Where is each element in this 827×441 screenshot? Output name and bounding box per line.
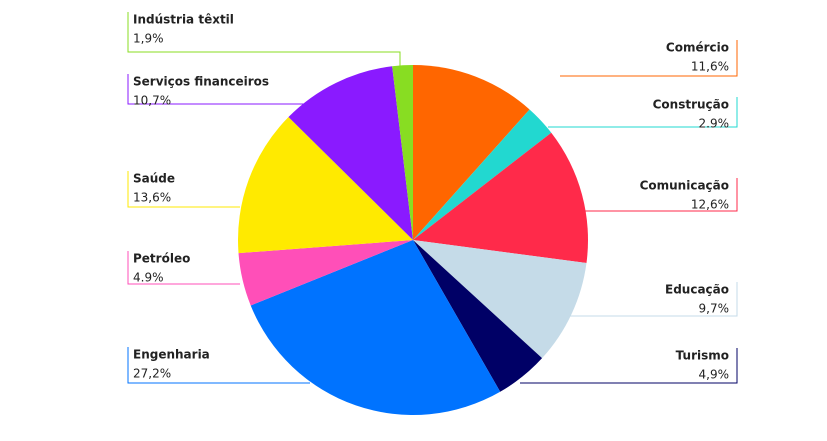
label-name: Indústria têxtil: [133, 13, 234, 27]
label-name: Turismo: [676, 349, 729, 363]
pie-slice: [392, 65, 413, 240]
leader-line: [127, 171, 240, 208]
pie-slice: [413, 240, 587, 359]
leader-line: [560, 40, 738, 77]
label-name: Serviços financeiros: [133, 75, 269, 89]
label-name: Construção: [653, 98, 729, 112]
label-name: Petróleo: [133, 252, 190, 266]
label-value: 27,2%: [133, 367, 171, 381]
label-value: 2.9%: [699, 117, 730, 131]
pie-slice: [413, 132, 588, 264]
leader-line: [127, 74, 320, 105]
label-value: 9,7%: [699, 302, 730, 316]
label-value: 1,9%: [133, 32, 164, 46]
leader-line: [127, 12, 401, 66]
pie-slice: [238, 240, 413, 306]
label-value: 13,6%: [133, 191, 171, 205]
pie-slice: [288, 66, 413, 240]
label-value: 12,6%: [691, 198, 729, 212]
pie-slice: [413, 240, 543, 392]
leader-line: [548, 97, 738, 128]
label-value: 11,6%: [691, 60, 729, 74]
pie-slice: [238, 117, 413, 254]
pie-slice: [413, 109, 552, 240]
label-name: Saúde: [133, 172, 175, 186]
leader-line: [585, 178, 738, 212]
label-value: 4,9%: [699, 368, 730, 382]
leader-line: [127, 347, 310, 384]
pie-slice: [413, 65, 530, 240]
leader-line: [520, 348, 738, 384]
label-name: Comunicação: [640, 179, 729, 193]
label-name: Comércio: [666, 41, 729, 55]
label-name: Engenharia: [133, 348, 210, 362]
leader-line: [127, 251, 240, 285]
pie-slice: [250, 240, 501, 415]
label-value: 10,7%: [133, 94, 171, 108]
leader-line: [570, 282, 738, 317]
label-value: 4.9%: [133, 271, 164, 285]
label-name: Educação: [665, 283, 729, 297]
